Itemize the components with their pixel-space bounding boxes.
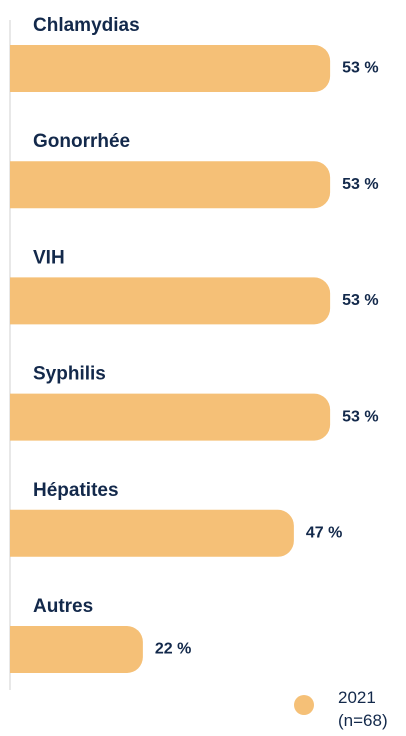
category-label: Syphilis: [33, 364, 106, 385]
bar: [10, 626, 143, 673]
category-label: Chlamydias: [33, 15, 140, 36]
category-label: Hépatites: [33, 480, 119, 501]
value-label: 53 %: [342, 60, 378, 77]
bar: [10, 45, 331, 92]
value-label: 53 %: [342, 292, 378, 309]
bar: [10, 393, 331, 441]
value-label: 53 %: [342, 176, 378, 193]
category-label: VIH: [33, 247, 65, 268]
bar: [10, 161, 331, 209]
value-label: 47 %: [306, 525, 342, 542]
category-label: Gonorrhée: [33, 131, 130, 152]
bar: [10, 277, 331, 325]
value-label: 22 %: [155, 641, 191, 658]
category-label: Autres: [33, 596, 93, 617]
bar: [10, 509, 294, 557]
legend-label: 2021 (n=68): [338, 688, 388, 730]
value-label: 53 %: [342, 408, 378, 425]
legend-swatch: [294, 695, 314, 715]
